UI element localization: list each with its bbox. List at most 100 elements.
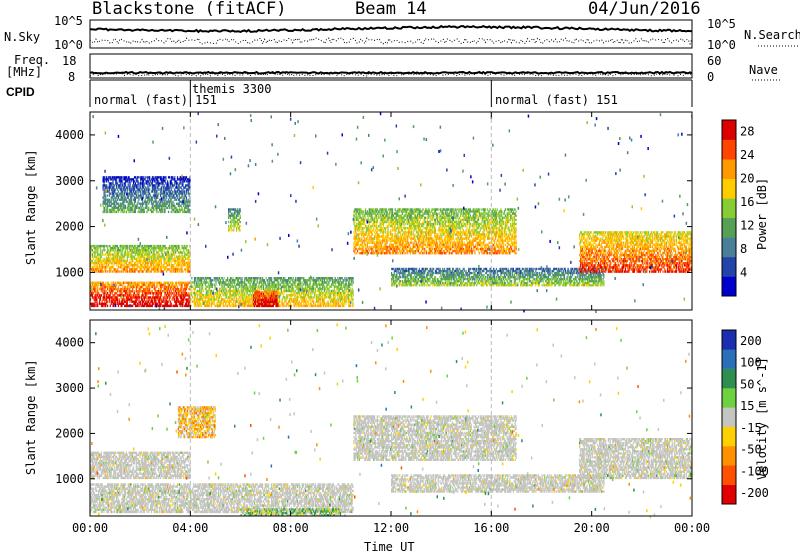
echo-cell <box>219 283 220 285</box>
echo-cell <box>109 298 110 300</box>
echo-cell <box>156 260 157 262</box>
echo-cell <box>175 258 176 260</box>
echo-cell <box>377 231 378 233</box>
echo-cell <box>144 282 145 284</box>
echo-cell <box>342 296 343 298</box>
echo-cell <box>105 270 106 272</box>
echo-cell <box>164 249 165 251</box>
echo-cell <box>305 286 306 288</box>
echo-cell <box>164 294 165 296</box>
echo-cell <box>341 294 342 296</box>
echo-cell <box>183 298 184 300</box>
echo-cell <box>293 286 294 288</box>
echo-cell <box>396 242 397 244</box>
echo-cell <box>241 300 242 302</box>
echo-cell <box>170 301 171 303</box>
echo-cell <box>280 294 281 296</box>
echo-cell <box>269 283 270 285</box>
echo-cell <box>128 264 129 266</box>
echo-cell <box>95 264 96 266</box>
echo-cell <box>247 286 248 288</box>
echo-cell <box>196 281 197 283</box>
echo-cell <box>301 283 302 285</box>
echo-cell <box>257 281 258 283</box>
nsky-panel <box>90 20 692 48</box>
echo-cell <box>261 281 262 283</box>
echo-cell <box>307 305 308 307</box>
echo-cell <box>105 282 106 284</box>
echo-cell <box>322 279 323 281</box>
echo-cell <box>238 279 239 281</box>
echo-cell <box>259 297 260 299</box>
echo-cell <box>181 288 182 290</box>
echo-cell <box>194 290 195 292</box>
echo-cell <box>373 229 374 231</box>
echo-cell <box>240 217 241 219</box>
echo-cell <box>335 277 336 279</box>
echo-cell <box>268 299 269 301</box>
echo-cell <box>179 270 180 272</box>
echo-cell <box>166 258 167 260</box>
echo-cell <box>406 212 407 214</box>
echo-cell <box>161 262 162 264</box>
echo-cell <box>151 266 152 268</box>
echo-cell <box>198 305 199 307</box>
echo-cell <box>231 229 232 231</box>
echo-cell <box>166 298 167 300</box>
echo-cell <box>170 288 171 290</box>
echo-cell <box>220 294 221 296</box>
echo-cell <box>123 270 124 272</box>
echo-cell <box>118 266 119 268</box>
echo-cell <box>201 281 202 283</box>
echo-cell <box>104 245 105 247</box>
echo-cell <box>395 231 396 233</box>
echo-cell <box>348 296 349 298</box>
echo-cell <box>288 303 289 305</box>
echo-cell <box>171 258 172 260</box>
echo-cell <box>155 270 156 272</box>
echo-cell <box>138 292 139 294</box>
echo-cell <box>134 256 135 258</box>
echo-cell <box>171 251 172 253</box>
echo-cell <box>397 212 398 214</box>
echo-cell <box>371 231 372 233</box>
echo-cell <box>313 286 314 288</box>
echo-cell <box>93 268 94 270</box>
echo-cell <box>206 279 207 281</box>
echo-cell <box>361 212 362 214</box>
echo-cell <box>273 297 274 299</box>
echo-cell <box>395 250 396 252</box>
echo-cell <box>162 251 163 253</box>
echo-cell <box>224 286 225 288</box>
echo-cell <box>161 282 162 284</box>
echo-cell <box>163 301 164 303</box>
echo-cell <box>117 296 118 298</box>
echo-cell <box>244 294 245 296</box>
echo-cell <box>153 303 154 305</box>
echo-cell <box>396 244 397 246</box>
echo-cell <box>100 266 101 268</box>
echo-cell <box>230 288 231 290</box>
echo-cell <box>261 301 262 303</box>
echo-cell <box>92 294 93 296</box>
echo-cell <box>389 250 390 252</box>
echo-cell <box>152 286 153 288</box>
echo-cell <box>282 292 283 294</box>
echo-cell <box>231 223 232 225</box>
echo-cell <box>387 237 388 239</box>
echo-cell <box>266 283 267 285</box>
echo-cell <box>105 284 106 286</box>
echo-cell <box>325 294 326 296</box>
echo-cell <box>138 262 139 264</box>
echo-cell <box>97 264 98 266</box>
echo-cell <box>97 303 98 305</box>
echo-cell <box>125 294 126 296</box>
echo-cell <box>308 303 309 305</box>
echo-cell <box>336 290 337 292</box>
echo-cell <box>250 283 251 285</box>
echo-cell <box>163 284 164 286</box>
echo-cell <box>124 264 125 266</box>
echo-cell <box>112 296 113 298</box>
echo-cell <box>263 293 264 295</box>
echo-cell <box>199 288 200 290</box>
